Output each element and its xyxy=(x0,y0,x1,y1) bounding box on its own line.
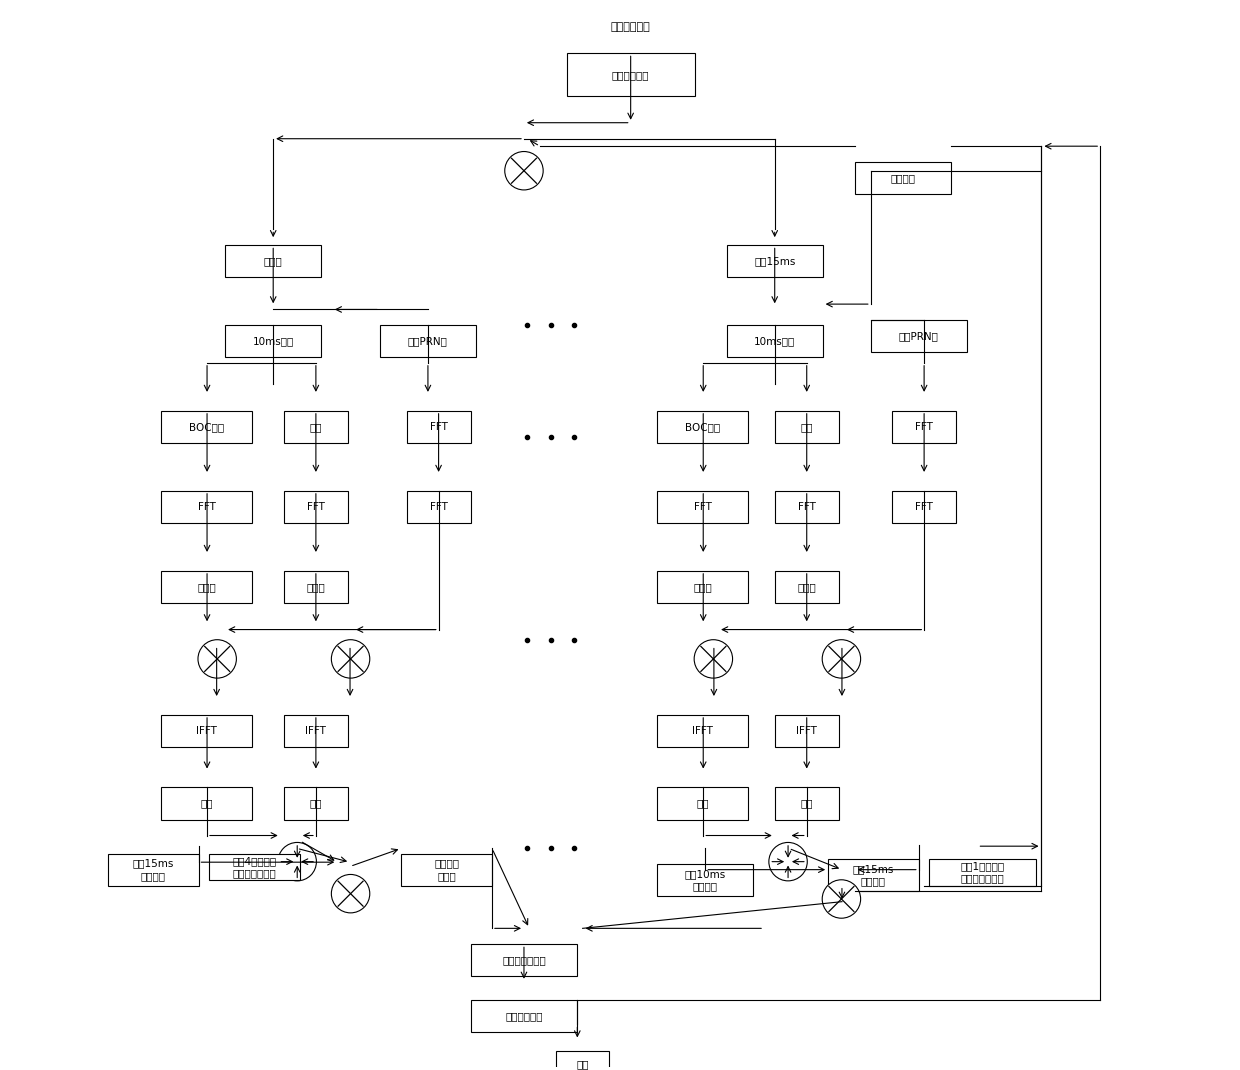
Text: FFT: FFT xyxy=(430,502,448,511)
FancyBboxPatch shape xyxy=(657,788,748,820)
FancyBboxPatch shape xyxy=(567,54,694,96)
Text: 复共轭: 复共轭 xyxy=(197,582,216,592)
Text: 取模: 取模 xyxy=(801,798,813,809)
Text: 复共轭: 复共轭 xyxy=(797,582,816,592)
FancyBboxPatch shape xyxy=(108,854,198,886)
Text: 取模: 取模 xyxy=(310,798,322,809)
FancyBboxPatch shape xyxy=(471,945,578,976)
FancyBboxPatch shape xyxy=(775,491,838,523)
Circle shape xyxy=(331,874,370,913)
FancyBboxPatch shape xyxy=(226,245,321,277)
Text: FFT: FFT xyxy=(430,422,448,432)
Text: 复共轭: 复共轭 xyxy=(693,582,712,592)
FancyBboxPatch shape xyxy=(892,411,956,443)
Text: 延迟10ms
支路共轭: 延迟10ms 支路共轭 xyxy=(684,869,725,891)
FancyBboxPatch shape xyxy=(284,411,348,443)
FancyBboxPatch shape xyxy=(284,571,348,602)
Text: FFT: FFT xyxy=(915,422,932,432)
FancyBboxPatch shape xyxy=(657,715,748,747)
Text: FFT: FFT xyxy=(915,502,932,511)
Text: BOC调制: BOC调制 xyxy=(188,422,224,432)
FancyBboxPatch shape xyxy=(407,491,471,523)
Circle shape xyxy=(769,842,807,881)
FancyBboxPatch shape xyxy=(284,491,348,523)
FancyBboxPatch shape xyxy=(775,715,838,747)
FancyBboxPatch shape xyxy=(556,1051,609,1070)
Text: 输入中频信号: 输入中频信号 xyxy=(611,70,650,79)
Circle shape xyxy=(198,640,237,678)
Text: FFT: FFT xyxy=(197,502,216,511)
FancyBboxPatch shape xyxy=(161,411,252,443)
FancyBboxPatch shape xyxy=(892,491,956,523)
Text: 本地PRN码: 本地PRN码 xyxy=(408,336,448,347)
FancyBboxPatch shape xyxy=(161,571,252,602)
Text: 本地载波: 本地载波 xyxy=(890,173,915,183)
Text: 叠加: 叠加 xyxy=(801,422,813,432)
FancyBboxPatch shape xyxy=(657,571,748,602)
FancyBboxPatch shape xyxy=(870,320,967,352)
FancyBboxPatch shape xyxy=(854,163,951,194)
Text: 本地PRN码: 本地PRN码 xyxy=(899,331,939,341)
FancyBboxPatch shape xyxy=(161,491,252,523)
Text: BOC调制: BOC调制 xyxy=(686,422,720,432)
FancyBboxPatch shape xyxy=(284,715,348,747)
Text: FFT: FFT xyxy=(797,502,816,511)
FancyBboxPatch shape xyxy=(775,411,838,443)
Text: 输入中频信号: 输入中频信号 xyxy=(611,22,651,32)
Circle shape xyxy=(331,640,370,678)
Text: 判断其中最大值: 判断其中最大值 xyxy=(502,956,546,965)
Text: 捕获门限判断: 捕获门限判断 xyxy=(505,1011,543,1021)
FancyBboxPatch shape xyxy=(775,788,838,820)
FancyBboxPatch shape xyxy=(284,788,348,820)
Text: 延迟15ms: 延迟15ms xyxy=(754,257,795,266)
FancyBboxPatch shape xyxy=(828,859,919,891)
Text: 复共轭: 复共轭 xyxy=(306,582,325,592)
FancyBboxPatch shape xyxy=(471,999,578,1031)
Text: 支路4中上一等
级数据块处理值: 支路4中上一等 级数据块处理值 xyxy=(232,856,277,878)
Circle shape xyxy=(694,640,733,678)
FancyBboxPatch shape xyxy=(161,788,252,820)
Text: 不延迟支
路共轭: 不延迟支 路共轭 xyxy=(434,858,459,881)
FancyBboxPatch shape xyxy=(727,325,823,357)
Text: 叠加: 叠加 xyxy=(310,422,322,432)
FancyBboxPatch shape xyxy=(402,854,492,886)
Circle shape xyxy=(822,640,861,678)
FancyBboxPatch shape xyxy=(775,571,838,602)
Text: 10ms分块: 10ms分块 xyxy=(253,336,294,347)
Text: 输出: 输出 xyxy=(577,1059,589,1069)
FancyBboxPatch shape xyxy=(161,715,252,747)
Text: IFFT: IFFT xyxy=(692,725,713,736)
Text: FFT: FFT xyxy=(693,502,712,511)
Circle shape xyxy=(505,152,543,190)
FancyBboxPatch shape xyxy=(226,325,321,357)
FancyBboxPatch shape xyxy=(210,854,300,881)
FancyBboxPatch shape xyxy=(407,411,471,443)
Text: IFFT: IFFT xyxy=(196,725,217,736)
FancyBboxPatch shape xyxy=(657,411,748,443)
FancyBboxPatch shape xyxy=(930,859,1037,886)
FancyBboxPatch shape xyxy=(727,245,823,277)
Text: 支路1中下一等
级数据块处理值: 支路1中下一等 级数据块处理值 xyxy=(961,861,1004,884)
Text: IFFT: IFFT xyxy=(305,725,326,736)
Circle shape xyxy=(822,880,861,918)
Text: 取模: 取模 xyxy=(201,798,213,809)
FancyBboxPatch shape xyxy=(657,865,754,897)
Text: 不延迟: 不延迟 xyxy=(264,257,283,266)
Text: 延迟15ms
支路共轭: 延迟15ms 支路共轭 xyxy=(133,858,174,881)
Circle shape xyxy=(278,842,316,881)
FancyBboxPatch shape xyxy=(657,491,748,523)
FancyBboxPatch shape xyxy=(379,325,476,357)
Text: 延迟15ms
支路共轭: 延迟15ms 支路共轭 xyxy=(853,863,894,886)
Text: 取模: 取模 xyxy=(697,798,709,809)
Text: FFT: FFT xyxy=(308,502,325,511)
Text: IFFT: IFFT xyxy=(796,725,817,736)
Text: 10ms分块: 10ms分块 xyxy=(754,336,795,347)
